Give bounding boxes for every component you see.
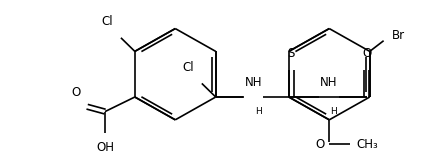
Text: CH₃: CH₃: [356, 138, 378, 151]
Text: OH: OH: [96, 141, 114, 154]
Text: O: O: [71, 86, 80, 99]
Text: H: H: [255, 107, 262, 116]
Text: O: O: [315, 138, 324, 151]
Text: S: S: [288, 47, 295, 60]
Text: NH: NH: [320, 76, 338, 89]
Text: Cl: Cl: [182, 61, 194, 74]
Text: O: O: [362, 47, 372, 60]
Text: Cl: Cl: [102, 15, 113, 28]
Text: NH: NH: [245, 76, 262, 89]
Text: H: H: [331, 107, 337, 116]
Text: Br: Br: [391, 29, 404, 42]
